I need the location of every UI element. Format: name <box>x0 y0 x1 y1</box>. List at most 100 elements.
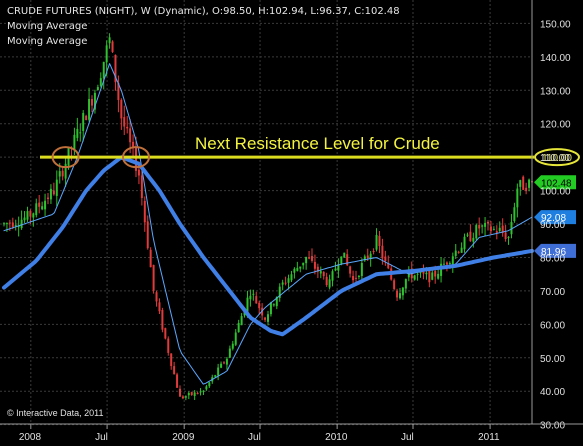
candle-body <box>296 267 299 271</box>
candle-body <box>478 225 481 229</box>
candle-body <box>369 253 372 259</box>
candle-body <box>196 393 199 395</box>
y-tick-label: 140.00 <box>540 53 571 64</box>
candle-body <box>225 358 228 365</box>
candle-body <box>434 270 437 277</box>
candle-body <box>64 163 67 179</box>
candle-body <box>445 262 448 265</box>
candle-body <box>328 279 331 288</box>
candle-body <box>384 256 387 261</box>
candle-body <box>102 61 105 79</box>
candle-body <box>404 279 407 289</box>
price-tag-shape <box>534 210 576 225</box>
copyright-text: © Interactive Data, 2011 <box>7 408 104 418</box>
candle-body <box>231 343 234 349</box>
candle-body <box>495 231 498 233</box>
candle-body <box>135 147 137 171</box>
candle-body <box>214 375 217 377</box>
candle-body <box>264 317 267 320</box>
candle-body <box>272 304 275 306</box>
candle-body <box>293 268 296 273</box>
candle-body <box>319 271 322 274</box>
candle-body <box>513 207 516 222</box>
candle-body <box>334 268 337 271</box>
candle-body <box>187 392 190 396</box>
candle-body <box>20 219 23 229</box>
candle-body <box>129 128 132 143</box>
price-tag-moving-average-slow: 81.96 <box>534 243 576 258</box>
candle-body <box>269 302 272 315</box>
candle-body <box>399 293 401 299</box>
candle-body <box>343 252 346 258</box>
x-tick-label: Jul <box>95 432 108 443</box>
candle-body <box>255 296 258 304</box>
candle-body <box>243 311 246 316</box>
candle-body <box>146 221 149 249</box>
candle-body <box>525 187 528 192</box>
candle-body <box>29 210 32 217</box>
candle-body <box>237 322 240 333</box>
candle-body <box>498 227 501 232</box>
candle-body <box>76 128 79 138</box>
moving-average-lines <box>2 63 534 385</box>
candle-body <box>91 99 93 106</box>
candle-body <box>158 302 161 312</box>
candle-body <box>428 270 431 283</box>
x-tick-label: 2009 <box>172 432 195 443</box>
candle-body <box>437 273 440 279</box>
y-tick-label: 70.00 <box>540 287 565 298</box>
candle-body <box>184 396 187 398</box>
y-tick-label: 100.00 <box>540 187 571 198</box>
candle-body <box>275 297 278 307</box>
candle-body <box>378 235 381 247</box>
candle-body <box>396 290 399 298</box>
candle-body <box>58 171 61 177</box>
candle-body <box>431 272 434 280</box>
candle-body <box>35 203 38 216</box>
candle-body <box>311 256 313 261</box>
candle-body <box>79 132 82 134</box>
candle-body <box>481 225 484 227</box>
candle-body <box>469 231 472 242</box>
x-tick-label: Jul <box>248 432 261 443</box>
y-tick-label: 60.00 <box>540 320 565 331</box>
candle-body <box>23 217 26 221</box>
candle-body <box>451 256 454 266</box>
candle-body <box>316 266 319 272</box>
candle-body <box>516 188 519 208</box>
candle-body <box>193 392 196 397</box>
candle-body <box>352 276 355 281</box>
candle-body <box>173 366 176 375</box>
candle-body <box>305 256 308 264</box>
candle-body <box>73 134 76 150</box>
candle-body <box>325 276 328 286</box>
candle-body <box>11 222 14 227</box>
x-tick-label: 2011 <box>478 432 500 443</box>
candle-body <box>340 256 343 264</box>
candle-body <box>181 396 184 399</box>
candle-body <box>152 264 155 291</box>
candlestick-series <box>3 33 533 401</box>
candle-body <box>208 382 211 387</box>
candle-body <box>290 274 293 281</box>
candle-body <box>161 309 164 330</box>
candle-body <box>454 250 457 256</box>
candle-body <box>299 266 302 269</box>
candle-body <box>114 54 117 83</box>
candle-body <box>55 179 58 196</box>
candle-body <box>190 392 193 396</box>
y-tick-label: 90.00 <box>540 220 565 231</box>
candle-body <box>205 386 208 390</box>
candle-body <box>507 236 510 238</box>
price-tag-label: 81.96 <box>541 247 566 258</box>
candle-body <box>463 236 466 250</box>
candle-body <box>278 286 281 298</box>
candle-body <box>167 338 170 353</box>
candle-body <box>14 225 17 227</box>
candle-body <box>111 41 114 52</box>
candle-body <box>355 277 357 279</box>
candle-body <box>519 180 522 187</box>
